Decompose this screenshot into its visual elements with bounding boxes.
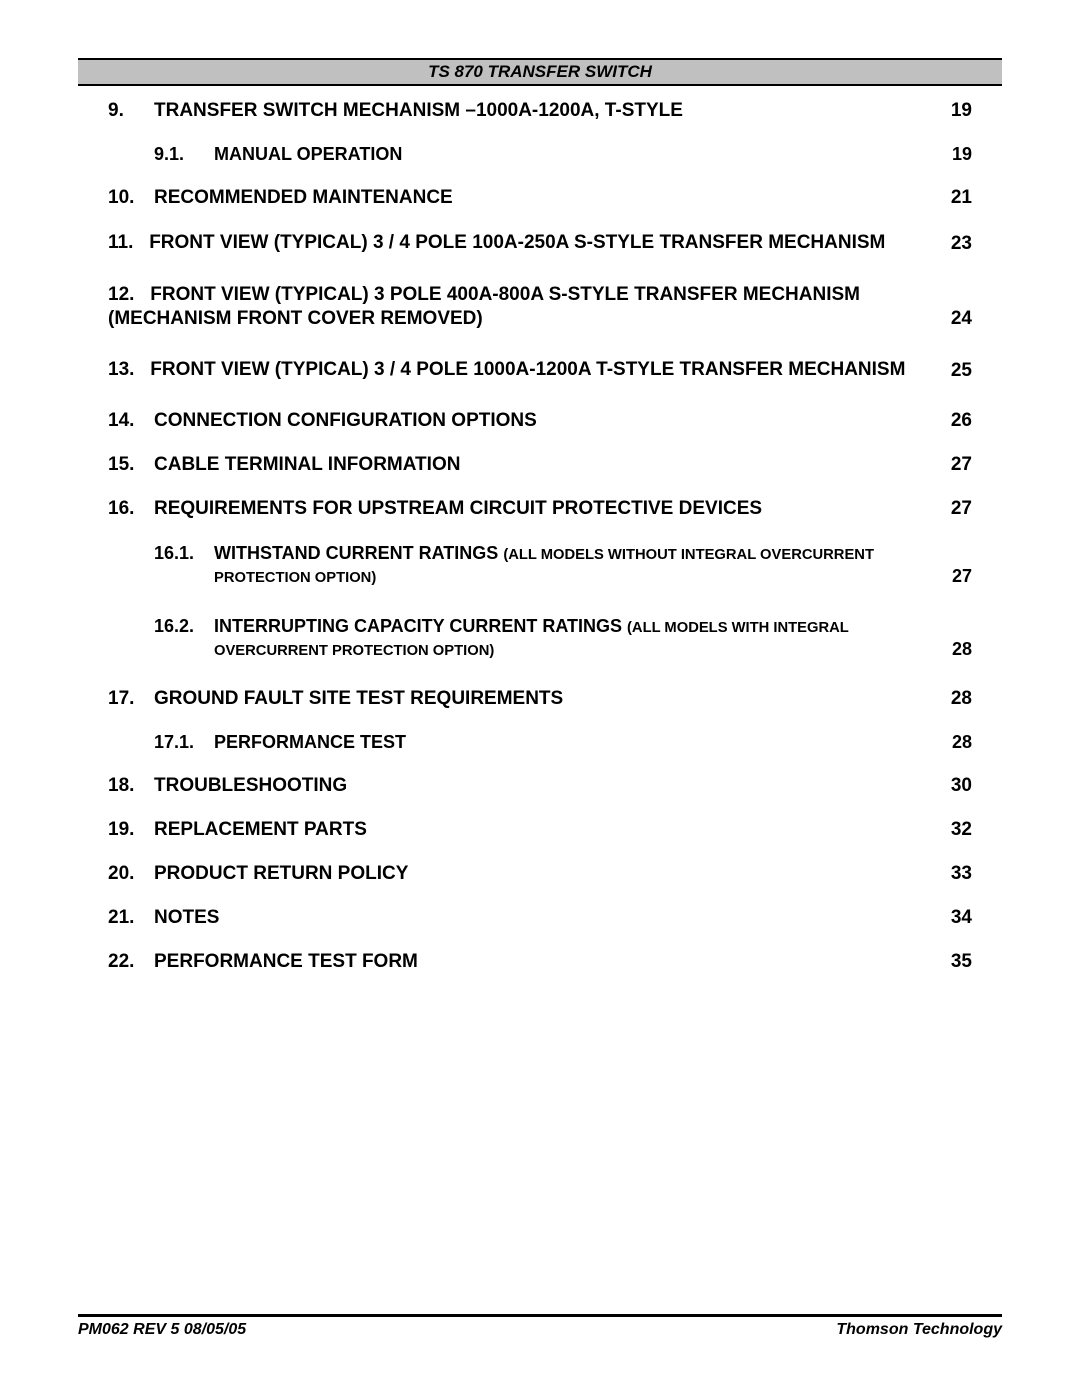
toc-entry: 18.TROUBLESHOOTING30 [108,775,972,797]
toc-entry: 15.CABLE TERMINAL INFORMATION27 [108,454,972,476]
toc-number: 14. [108,410,154,432]
toc-page-number: 28 [952,639,972,660]
toc-label: 9.TRANSFER SWITCH MECHANISM –1000A-1200A… [108,100,951,122]
footer-left: PM062 REV 5 08/05/05 [78,1321,246,1339]
toc-text: INTERRUPTING CAPACITY CURRENT RATINGS (A… [214,615,912,660]
toc-entry: 22.PERFORMANCE TEST FORM35 [108,951,972,973]
toc-page-number: 33 [951,863,972,885]
toc-page-number: 30 [951,775,972,797]
toc-label: 15.CABLE TERMINAL INFORMATION [108,454,951,476]
toc-label: 21.NOTES [108,907,951,929]
toc-label: 20.PRODUCT RETURN POLICY [108,863,951,885]
toc-text: FRONT VIEW (TYPICAL) 3 / 4 POLE 1000A-12… [150,359,905,380]
toc-content: 9.TRANSFER SWITCH MECHANISM –1000A-1200A… [108,100,972,995]
toc-number: 20. [108,863,154,885]
page: TS 870 TRANSFER SWITCH 9.TRANSFER SWITCH… [0,0,1080,1397]
toc-page-number: 19 [952,144,972,165]
toc-label: 17.GROUND FAULT SITE TEST REQUIREMENTS [108,688,951,710]
toc-text: TRANSFER SWITCH MECHANISM –1000A-1200A, … [154,100,911,122]
toc-page-number: 27 [951,498,972,520]
toc-number: 10. [108,187,154,209]
toc-text: PERFORMANCE TEST [214,732,912,753]
toc-label: 16.1.WITHSTAND CURRENT RATINGS (ALL MODE… [154,542,952,587]
toc-entry: 20.PRODUCT RETURN POLICY33 [108,863,972,885]
toc-label: 16.2.INTERRUPTING CAPACITY CURRENT RATIN… [154,615,952,660]
toc-number: 12. [108,284,150,305]
header-title: TS 870 TRANSFER SWITCH [428,62,652,81]
toc-entry: 11. FRONT VIEW (TYPICAL) 3 / 4 POLE 100A… [108,231,972,255]
toc-label: 10.RECOMMENDED MAINTENANCE [108,187,951,209]
toc-page-number: 34 [951,907,972,929]
toc-number: 17.1. [154,732,214,753]
toc-label: 17.1.PERFORMANCE TEST [154,732,952,753]
toc-page-number: 35 [951,951,972,973]
header-title-bar: TS 870 TRANSFER SWITCH [78,58,1002,86]
toc-number: 19. [108,819,154,841]
toc-page-number: 32 [951,819,972,841]
toc-text: FRONT VIEW (TYPICAL) 3 POLE 400A-800A S-… [108,284,860,329]
toc-page-number: 21 [951,187,972,209]
toc-text: RECOMMENDED MAINTENANCE [154,187,911,209]
toc-text: TROUBLESHOOTING [154,775,911,797]
toc-entry: 10.RECOMMENDED MAINTENANCE21 [108,187,972,209]
toc-entry: 21.NOTES34 [108,907,972,929]
toc-text: PRODUCT RETURN POLICY [154,863,911,885]
toc-number: 16.2. [154,615,214,638]
toc-number: 16. [108,498,154,520]
toc-entry: 19.REPLACEMENT PARTS32 [108,819,972,841]
toc-text: REQUIREMENTS FOR UPSTREAM CIRCUIT PROTEC… [154,498,911,520]
toc-number: 17. [108,688,154,710]
toc-number: 18. [108,775,154,797]
toc-page-number: 27 [951,454,972,476]
toc-text: WITHSTAND CURRENT RATINGS (ALL MODELS WI… [214,542,912,587]
toc-label: 16.REQUIREMENTS FOR UPSTREAM CIRCUIT PRO… [108,498,951,520]
toc-number: 9.1. [154,144,214,165]
toc-page-number: 28 [951,688,972,710]
toc-text: CONNECTION CONFIGURATION OPTIONS [154,410,911,432]
toc-text: GROUND FAULT SITE TEST REQUIREMENTS [154,688,911,710]
toc-text: NOTES [154,907,911,929]
toc-entry: 13. FRONT VIEW (TYPICAL) 3 / 4 POLE 1000… [108,358,972,382]
footer-right: Thomson Technology [836,1321,1002,1339]
toc-text: PERFORMANCE TEST FORM [154,951,911,973]
toc-entry: 16.2.INTERRUPTING CAPACITY CURRENT RATIN… [154,615,972,660]
toc-label: 22.PERFORMANCE TEST FORM [108,951,951,973]
toc-entry: 16.1.WITHSTAND CURRENT RATINGS (ALL MODE… [154,542,972,587]
toc-number: 15. [108,454,154,476]
footer: PM062 REV 5 08/05/05 Thomson Technology [78,1314,1002,1339]
toc-entry: 17.1.PERFORMANCE TEST28 [154,732,972,753]
toc-number: 13. [108,359,150,380]
toc-label: 12. FRONT VIEW (TYPICAL) 3 POLE 400A-800… [108,283,951,331]
toc-label: 13. FRONT VIEW (TYPICAL) 3 / 4 POLE 1000… [108,358,951,382]
toc-number: 11. [108,232,149,253]
toc-number: 22. [108,951,154,973]
toc-page-number: 27 [952,566,972,587]
toc-page-number: 24 [951,308,972,330]
toc-number: 21. [108,907,154,929]
toc-entry: 12. FRONT VIEW (TYPICAL) 3 POLE 400A-800… [108,283,972,331]
toc-page-number: 28 [952,732,972,753]
toc-label: 19.REPLACEMENT PARTS [108,819,951,841]
toc-page-number: 23 [951,233,972,255]
toc-entry: 17.GROUND FAULT SITE TEST REQUIREMENTS28 [108,688,972,710]
toc-text: FRONT VIEW (TYPICAL) 3 / 4 POLE 100A-250… [149,232,885,253]
toc-label: 11. FRONT VIEW (TYPICAL) 3 / 4 POLE 100A… [108,231,951,255]
toc-label: 14.CONNECTION CONFIGURATION OPTIONS [108,410,951,432]
toc-page-number: 25 [951,360,972,382]
toc-page-number: 19 [951,100,972,122]
toc-text: REPLACEMENT PARTS [154,819,911,841]
toc-page-number: 26 [951,410,972,432]
toc-label: 18.TROUBLESHOOTING [108,775,951,797]
toc-label: 9.1.MANUAL OPERATION [154,144,952,165]
toc-entry: 9.1.MANUAL OPERATION19 [154,144,972,165]
toc-entry: 9.TRANSFER SWITCH MECHANISM –1000A-1200A… [108,100,972,122]
toc-text: MANUAL OPERATION [214,144,912,165]
toc-entry: 14.CONNECTION CONFIGURATION OPTIONS26 [108,410,972,432]
toc-text: CABLE TERMINAL INFORMATION [154,454,911,476]
toc-text-main: WITHSTAND CURRENT RATINGS [214,543,503,563]
toc-entry: 16.REQUIREMENTS FOR UPSTREAM CIRCUIT PRO… [108,498,972,520]
toc-text-main: INTERRUPTING CAPACITY CURRENT RATINGS [214,616,627,636]
toc-number: 16.1. [154,542,214,565]
toc-number: 9. [108,100,154,122]
